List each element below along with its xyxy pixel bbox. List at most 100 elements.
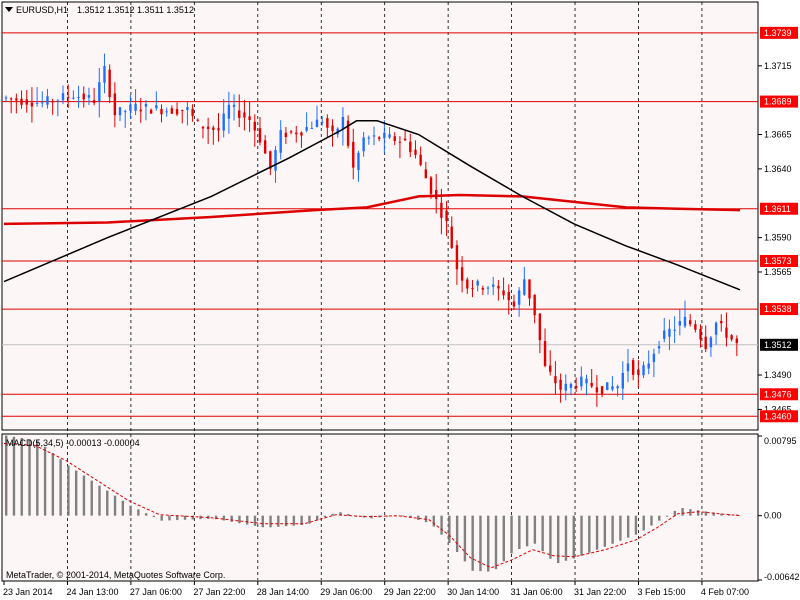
candle-body <box>388 134 391 138</box>
candle-body <box>320 121 324 123</box>
candle-body <box>25 99 28 105</box>
macd-bar <box>191 515 194 520</box>
candle-body <box>118 107 122 116</box>
macd-bar <box>448 515 451 543</box>
candle-body <box>232 104 236 107</box>
macd-bar <box>673 510 677 516</box>
macd-bar <box>238 515 241 524</box>
price-level-label-box <box>760 254 798 267</box>
macd-bar <box>59 459 62 516</box>
price-level-label-box <box>760 303 798 316</box>
macd-bar <box>168 515 171 521</box>
candle-body <box>15 98 18 101</box>
macd-bar <box>137 509 140 516</box>
candle-body <box>331 125 334 131</box>
candle-body <box>103 65 106 83</box>
macd-bar <box>269 515 272 528</box>
candle-body <box>346 120 350 146</box>
macd-bar <box>463 515 467 562</box>
macd-bar <box>626 515 630 538</box>
time-label: 24 Jan 13:00 <box>66 587 118 597</box>
candle-body <box>66 96 70 98</box>
candle-body <box>284 132 288 138</box>
candle-body <box>113 93 117 116</box>
price-level-label-box <box>760 26 798 39</box>
macd-bar <box>658 515 661 521</box>
price-level-label: 1.3689 <box>764 97 792 107</box>
price-tick-label: 1.3665 <box>764 130 792 140</box>
candle-body <box>621 372 624 389</box>
macd-bar <box>284 515 288 527</box>
macd-bar <box>20 438 23 516</box>
time-label: 28 Jan 14:00 <box>257 587 309 597</box>
price-levels <box>2 32 758 417</box>
macd-signal-line <box>3 443 741 569</box>
candle-body <box>481 288 485 290</box>
candle-body <box>450 226 453 248</box>
candle-body <box>694 324 697 330</box>
macd-bar <box>253 515 257 526</box>
time-label: 31 Jan 22:00 <box>574 587 626 597</box>
macd-bar <box>12 436 16 516</box>
macd-bar <box>36 440 39 516</box>
macd-bar <box>525 515 529 547</box>
candle-body <box>289 131 293 133</box>
time-axis: 23 Jan 2014 24 Jan 13:00 27 Jan 06:00 27 Ja… <box>3 581 749 597</box>
price-level-label-box <box>760 388 798 401</box>
macd-bar <box>362 515 366 518</box>
candle-body <box>35 102 39 104</box>
macd-bar <box>409 515 412 518</box>
candle-body <box>129 104 132 111</box>
candle-body <box>631 360 635 375</box>
current-price-label: 1.3512 <box>764 340 792 350</box>
macd-bar <box>471 515 474 571</box>
macd-bar <box>533 515 537 544</box>
candle-body <box>398 141 402 143</box>
candle-body <box>445 210 448 222</box>
candle-body <box>134 103 137 111</box>
macd-bar <box>704 511 708 516</box>
candle-body <box>725 327 728 338</box>
macd-bar <box>323 515 327 518</box>
macd-bar <box>308 515 311 524</box>
macd-bar <box>455 515 459 552</box>
candle-body <box>512 301 516 307</box>
candle-body <box>471 288 474 290</box>
macd-bar <box>43 446 47 516</box>
candle-body <box>372 135 376 137</box>
candle-body <box>155 105 158 109</box>
candle-body <box>569 383 573 388</box>
candle-body <box>528 279 531 299</box>
price-axis: 1.3715 1.3665 1.3640 1.3590 1.3565 1.3490 1.34… <box>758 26 800 582</box>
macd-bar <box>510 515 513 554</box>
macd-bar <box>67 465 70 516</box>
symbol-label: EURUSD,H1 <box>16 5 68 15</box>
macd-bar <box>642 515 645 531</box>
price-level-label: 1.3739 <box>764 28 792 38</box>
candle-body <box>688 320 692 325</box>
candle-body <box>486 287 490 289</box>
candle-body <box>9 98 13 100</box>
candle-body <box>227 104 231 119</box>
candle-body <box>434 189 438 200</box>
macd-bar <box>720 513 723 516</box>
candle-body <box>668 328 671 337</box>
candle-body <box>419 154 422 165</box>
candle-body <box>393 136 396 142</box>
candle-body <box>492 284 495 287</box>
macd-bar <box>385 515 389 517</box>
price-tick-label: 1.3490 <box>764 370 792 380</box>
candle-body <box>139 109 142 112</box>
candle-body <box>414 149 417 155</box>
candle-body <box>315 119 319 127</box>
dropdown-triangle-icon[interactable] <box>5 7 13 12</box>
macd-bar <box>564 515 568 561</box>
candle-body <box>149 109 153 114</box>
candle-body <box>642 365 645 376</box>
candle-body <box>585 378 588 384</box>
macd-bar <box>183 515 187 520</box>
macd-bar <box>479 515 482 572</box>
candle-body <box>590 382 593 387</box>
candle-body <box>253 121 256 131</box>
